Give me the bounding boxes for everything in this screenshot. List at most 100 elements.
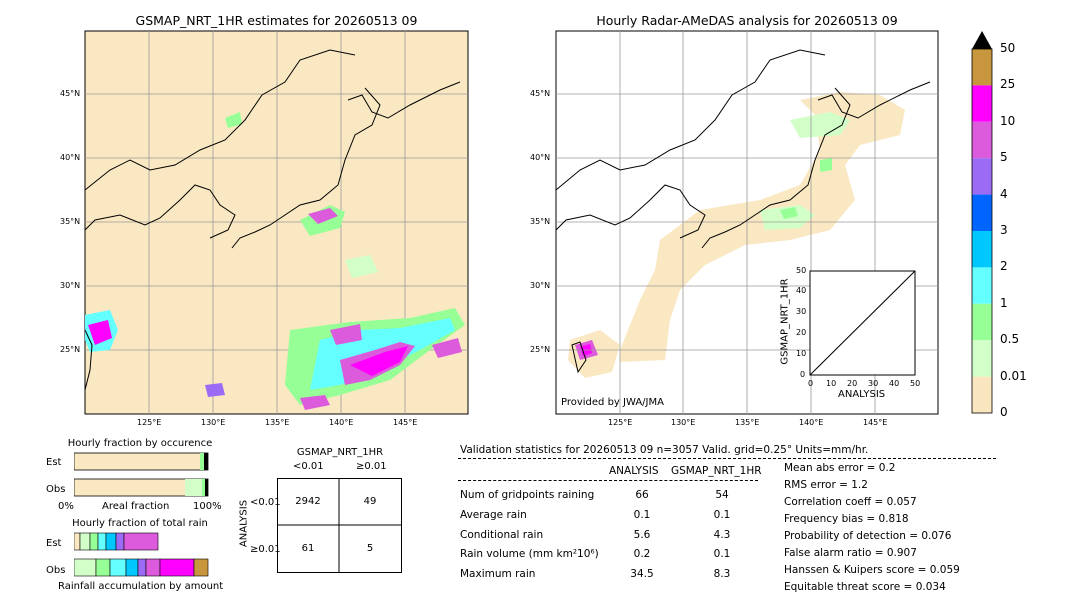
fraction-total-title: Hourly fraction of total rain	[72, 518, 208, 529]
contingency-cell-01: 49	[363, 496, 377, 507]
validation-col-gsmap: GSMAP_NRT_1HR	[671, 465, 762, 477]
colorbar-label-2: 10	[1000, 113, 1016, 128]
scatter-ytick-40: 40	[796, 286, 807, 295]
left-lat-tick-45: 45°N	[60, 89, 81, 98]
scatter-xtick-30: 30	[868, 379, 879, 388]
right-lon-tick-135: 135°E	[735, 418, 760, 427]
score-pod: Probability of detection = 0.076	[784, 530, 952, 542]
contingency-row-1: ≥0.01	[250, 544, 281, 555]
fraction-occurrence-x1: 100%	[193, 501, 222, 512]
validation-row-1-label: Average rain	[460, 509, 527, 521]
scatter-inset	[809, 270, 916, 376]
colorbar-label-4: 4	[1000, 186, 1008, 201]
left-lon-tick-125: 125°E	[137, 418, 162, 427]
contingency-cell-10: 61	[301, 543, 315, 554]
score-mean-abs-error: Mean abs error = 0.2	[784, 462, 896, 474]
left-lat-tick-30: 30°N	[60, 281, 81, 290]
left-lon-tick-140: 140°E	[329, 418, 354, 427]
left-map	[84, 30, 469, 415]
validation-col-analysis: ANALYSIS	[609, 465, 659, 477]
colorbar-label-10: 0	[1000, 405, 1008, 419]
fraction-total-xlabel: Rainfall accumulation by amount	[58, 581, 224, 592]
scatter-xtick-40: 40	[889, 379, 900, 388]
colorbar-band-0	[972, 49, 992, 86]
scatter-xtick-0: 0	[808, 379, 814, 388]
left-lon-tick-145: 145°E	[393, 418, 418, 427]
right-map-coast	[555, 49, 931, 374]
colorbar-band-9	[972, 376, 992, 413]
score-far: False alarm ratio = 0.907	[784, 547, 917, 559]
contingency-cell-11: 5	[366, 543, 374, 554]
contingency-cell-00: 2942	[295, 496, 321, 507]
right-lat-tick-30: 30°N	[530, 281, 551, 290]
scatter-ytick-30: 30	[796, 307, 807, 316]
fraction-occurrence-bars	[74, 452, 209, 497]
colorbar-band-5	[972, 231, 992, 268]
right-map	[555, 30, 939, 415]
validation-header: Validation statistics for 20260513 09 n=…	[460, 444, 869, 456]
colorbar-label-5: 3	[1000, 223, 1008, 237]
validation-divider	[458, 458, 996, 459]
validation-row-3-label: Rain volume (mm km²10⁶)	[460, 548, 599, 560]
fraction-total-est-label: Est	[46, 538, 62, 549]
fraction-occurrence-est-label: Est	[46, 457, 62, 468]
right-lon-tick-140: 140°E	[799, 418, 824, 427]
colorbar-label-9: 0.01	[1000, 368, 1027, 383]
colorbar-band-8	[972, 340, 992, 377]
validation-row-0-label: Num of gridpoints raining	[460, 489, 595, 501]
validation-row-1-analysis: 0.1	[633, 509, 651, 521]
fraction-total-obs-label: Obs	[46, 565, 66, 576]
contingency-title: GSMAP_NRT_1HR	[296, 447, 384, 458]
contingency-row-0: <0.01	[250, 497, 281, 508]
validation-row-0-gsmap: 54	[715, 489, 729, 501]
scatter-ylabel: GSMAP_NRT_1HR	[779, 278, 791, 365]
right-lon-tick-130: 130°E	[671, 418, 696, 427]
validation-row-4-gsmap: 8.3	[713, 568, 731, 580]
colorbar-label-6: 2	[1000, 259, 1008, 274]
validation-row-3-gsmap: 0.1	[713, 548, 731, 560]
score-frequency-bias: Frequency bias = 0.818	[784, 513, 909, 525]
validation-row-2-analysis: 5.6	[633, 529, 651, 541]
colorbar-band-4	[972, 194, 992, 231]
validation-row-4-label: Maximum rain	[460, 568, 536, 580]
right-lat-tick-40: 40°N	[530, 153, 551, 162]
contingency-col-0: <0.01	[293, 461, 324, 472]
left-lat-tick-25: 25°N	[60, 345, 81, 354]
contingency-col-1: ≥0.01	[356, 461, 387, 472]
validation-row-1-gsmap: 0.1	[713, 509, 731, 521]
fraction-occurrence-xlabel: Areal fraction	[102, 501, 170, 512]
scatter-xtick-20: 20	[847, 379, 858, 388]
scatter-ytick-10: 10	[796, 349, 807, 358]
colorbar-band-7	[972, 303, 992, 341]
colorbar-band-6	[972, 267, 992, 304]
colorbar-label-0: 50	[1000, 41, 1016, 55]
scatter-xtick-10: 10	[826, 379, 837, 388]
right-lat-tick-25: 25°N	[530, 345, 551, 354]
left-lon-tick-135: 135°E	[265, 418, 290, 427]
fraction-occurrence-obs-label: Obs	[46, 484, 66, 495]
colorbar-band-3	[972, 158, 992, 195]
right-lat-tick-35: 35°N	[530, 217, 551, 226]
validation-row-3-analysis: 0.2	[633, 548, 651, 560]
left-map-title: GSMAP_NRT_1HR estimates for 20260513 09	[135, 13, 418, 28]
colorbar-label-1: 25	[1000, 77, 1016, 92]
left-map-coast	[84, 49, 461, 391]
validation-row-2-gsmap: 4.3	[713, 529, 731, 541]
score-hk: Hanssen & Kuipers score = 0.059	[784, 564, 960, 576]
score-rms-error: RMS error = 1.2	[784, 479, 868, 491]
validation-row-0-analysis: 66	[635, 489, 649, 501]
colorbar-label-7: 1	[1000, 295, 1008, 310]
colorbar-label-8: 0.5	[1000, 332, 1020, 347]
score-correlation: Correlation coeff = 0.057	[784, 496, 917, 508]
colorbar-band-1	[972, 85, 992, 122]
left-lat-tick-35: 35°N	[60, 217, 81, 226]
colorbar-band-2	[972, 121, 992, 159]
colorbar	[971, 31, 993, 414]
right-lat-tick-45: 45°N	[530, 89, 551, 98]
colorbar-label-3: 5	[1000, 150, 1008, 165]
fraction-total-bars	[74, 532, 209, 577]
left-lon-tick-130: 130°E	[201, 418, 226, 427]
validation-col-divider	[458, 480, 758, 481]
scatter-ytick-0: 0	[800, 370, 806, 379]
